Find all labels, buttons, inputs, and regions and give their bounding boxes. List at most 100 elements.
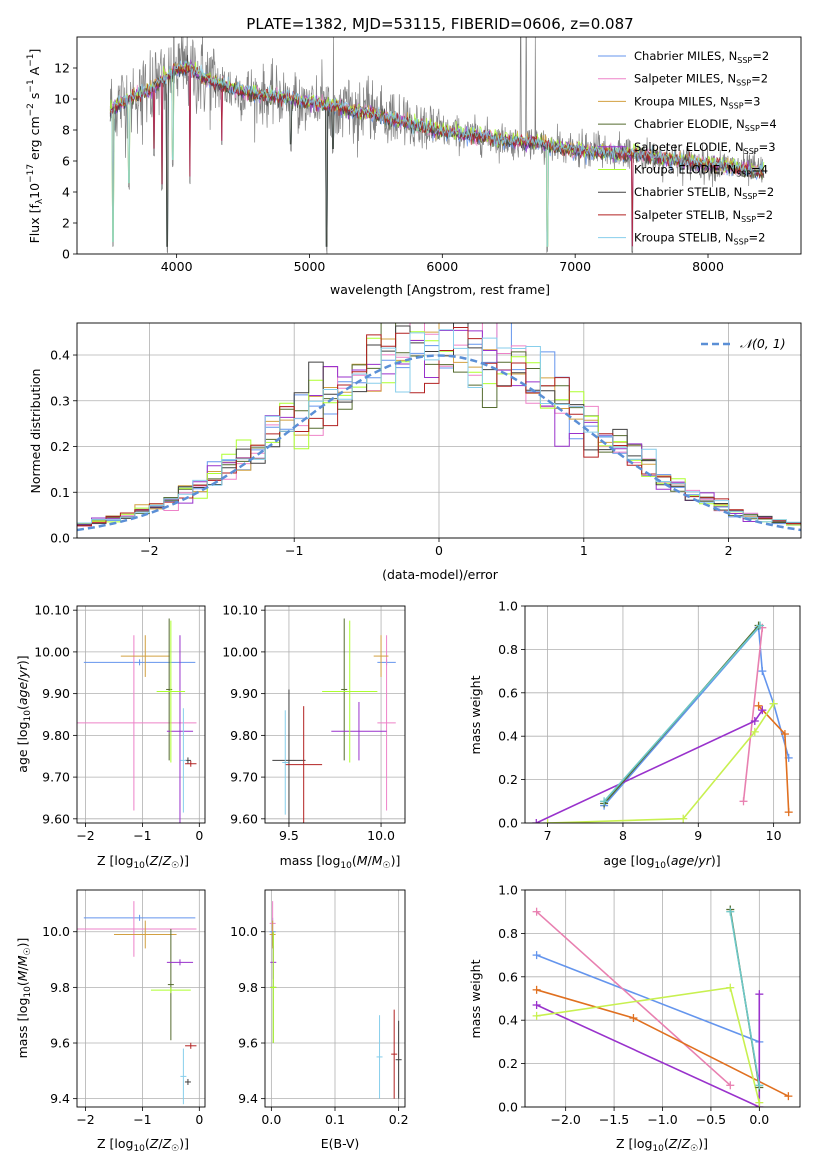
histogram-series — [77, 329, 801, 524]
plus-marker — [784, 1092, 793, 1101]
mass-weight-line — [742, 627, 764, 802]
x-tick-label: 0.0 — [261, 1112, 281, 1127]
errorbar-point — [185, 760, 197, 767]
x-tick-label: −1.5 — [599, 1112, 629, 1127]
plus-marker — [750, 717, 759, 726]
errorbar-points — [77, 901, 197, 1105]
plus-marker — [532, 819, 541, 823]
errorbar-point — [83, 659, 196, 666]
y-tick-label: 0.2 — [50, 439, 70, 454]
plus-marker — [629, 1014, 638, 1023]
mass-vs-extinction-panel: 0.0 0.1 0.2 9.4 9.6 9.8 10.0 E(B-V) — [230, 889, 409, 1151]
y-tick-label: 9.8 — [238, 980, 258, 995]
y-tick-label: 0 — [62, 247, 70, 262]
errorbar-point — [322, 620, 378, 763]
x-tick-label: 10 — [766, 828, 782, 843]
age-vs-mass-plot: 9.5 10.0 9.60 9.70 9.80 9.90 10.00 10.10 — [222, 603, 406, 843]
x-tick-label: 2 — [725, 543, 733, 558]
y-tick-label: 10.00 — [222, 644, 258, 659]
errorbar-point — [377, 635, 396, 811]
errorbar-point — [341, 618, 348, 761]
x-tick-label: 5000 — [294, 259, 326, 274]
x-tick-label: −2 — [140, 543, 158, 558]
grid-lines — [265, 606, 405, 823]
errorbar-points — [77, 618, 197, 823]
tick-marks: −2 −1 0 9.60 9.70 9.80 9.90 10.00 10.10 — [34, 603, 203, 843]
errorbar-point — [180, 1048, 187, 1105]
plot-frame — [264, 889, 406, 1108]
y-tick-label: 10 — [54, 92, 70, 107]
plot-frame — [524, 605, 801, 824]
plus-marker — [543, 819, 552, 823]
x-tick-label: 4000 — [161, 259, 193, 274]
errorbar-point — [269, 920, 276, 949]
errorbar-point — [395, 1020, 402, 1099]
plus-marker — [755, 1081, 764, 1090]
x-tick-label: 0 — [435, 543, 443, 558]
tick-marks: −2.0 −1.5 −1.0 −0.5 0.0 0.0 0.2 0.4 0.6 0.8 1.0 — [498, 883, 769, 1128]
x-tick-label: −1.0 — [647, 1112, 677, 1127]
mass-weight-vs-age-plot: 7 8 9 10 0.0 0.2 0.4 0.6 0.8 1.0 — [498, 599, 801, 844]
x-tick-label: −2 — [76, 828, 94, 843]
x-tick-label: −1 — [133, 828, 151, 843]
gaussian-reference-line — [77, 354, 801, 532]
errorbar-point — [373, 635, 389, 677]
y-tick-label: 10.10 — [222, 603, 258, 618]
errorbar-point — [156, 620, 186, 763]
y-tick-label: 0.0 — [50, 531, 70, 546]
tick-marks: 0.0 0.1 0.2 9.4 9.6 9.8 10.0 — [230, 924, 408, 1127]
x-tick-label: 7 — [544, 828, 552, 843]
mass-weight-lines — [532, 621, 793, 823]
errorbar-point — [331, 701, 387, 761]
mass-weight-line — [535, 709, 763, 823]
plus-marker — [532, 985, 541, 994]
spectrum-ylabel: Flux [fλ10−17 erg cm−2 s−1 A−1] — [26, 49, 45, 244]
plus-marker — [726, 907, 735, 916]
mass-ylabel: mass [log10(M/M☉)] — [15, 938, 33, 1059]
x-tick-label: 8 — [619, 828, 627, 843]
x-tick-label: −1 — [285, 543, 303, 558]
x-tick-label: 9.5 — [279, 828, 299, 843]
y-tick-label: 0.3 — [50, 393, 70, 408]
x-tick-label: 0.2 — [389, 1112, 409, 1127]
mass-weight-line — [729, 911, 761, 1086]
plus-marker — [726, 1081, 735, 1090]
spectrum-xlabel: wavelength [Angstrom, rest frame] — [330, 282, 550, 297]
y-tick-label: 6 — [62, 154, 70, 169]
x-tick-label: 0 — [195, 828, 203, 843]
mass-weight-ylabel-bottom: mass weight — [468, 959, 483, 1038]
y-tick-label: 0.1 — [50, 485, 70, 500]
legend-label: Kroupa STELIB, NSSP=2 — [634, 231, 765, 247]
plot-frame — [76, 36, 802, 255]
x-tick-label: 7000 — [559, 259, 591, 274]
mass-weight-vs-metallicity-panel: −2.0 −1.5 −1.0 −0.5 0.0 0.0 0.2 0.4 0.6 0.8 1.0 Z … — [468, 883, 801, 1154]
tick-marks: 7 8 9 10 0.0 0.2 0.4 0.6 0.8 1.0 — [498, 599, 782, 844]
x-tick-label: 0.1 — [325, 1112, 345, 1127]
errorbar-point — [180, 708, 187, 813]
x-tick-label: 1 — [580, 543, 588, 558]
y-tick-label: 0.4 — [50, 348, 70, 363]
plus-marker — [754, 701, 763, 710]
mass-vs-extinction-plot: 0.0 0.1 0.2 9.4 9.6 9.8 10.0 — [230, 889, 409, 1127]
x-tick-label: −0.5 — [696, 1112, 726, 1127]
y-tick-label: 9.70 — [42, 770, 70, 785]
y-tick-label: 9.6 — [238, 1036, 258, 1051]
mass-weight-lines — [532, 905, 793, 1107]
legend-gaussian-label: 𝒩(0, 1) — [740, 336, 786, 351]
y-tick-label: 0.6 — [498, 685, 518, 700]
plus-marker — [755, 990, 764, 999]
plus-marker — [769, 699, 778, 708]
y-tick-label: 8 — [62, 123, 70, 138]
grid-lines — [265, 890, 405, 1107]
plot-frame — [76, 889, 206, 1108]
errorbar-point — [282, 710, 289, 815]
legend-label: Salpeter ELODIE, NSSP=3 — [634, 140, 776, 156]
age-ylabel: age [log10(age/yr)] — [15, 655, 33, 772]
legend-label: Chabrier STELIB, NSSP=2 — [634, 185, 774, 201]
y-tick-label: 0.8 — [498, 642, 518, 657]
mass-vs-metallicity-panel: −2 −1 0 9.4 9.6 9.8 10.0 Z [log10(Z/Z☉)] mass … — [15, 889, 206, 1154]
errorbar-point — [113, 920, 177, 949]
plus-marker — [739, 797, 748, 806]
legend-label: Salpeter MILES, NSSP=2 — [634, 72, 768, 88]
